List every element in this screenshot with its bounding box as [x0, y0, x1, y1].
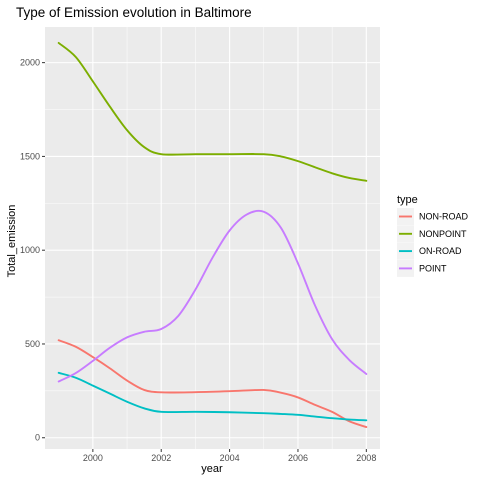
legend-label-nonpoint: NONPOINT [419, 229, 467, 239]
y-tick-label: 1000 [20, 245, 40, 255]
series-line-nonpoint [57, 41, 368, 182]
x-axis: 2000 2002 2004 2006 2008 [83, 449, 376, 463]
chart-title: Type of Emission evolution in Baltimore [16, 5, 252, 20]
y-tick-label: 0 [35, 433, 40, 443]
plot-panel [45, 27, 380, 449]
legend-title: type [397, 194, 418, 206]
x-tick-label: 2008 [356, 453, 376, 463]
y-axis: 0 500 1000 1500 2000 [20, 58, 45, 443]
x-axis-title: year [201, 463, 223, 475]
grid-major [45, 27, 380, 449]
x-tick-label: 2002 [151, 453, 171, 463]
grid-minor [45, 27, 380, 449]
x-tick-label: 2004 [220, 453, 240, 463]
y-tick-label: 2000 [20, 58, 40, 68]
legend: type NON-ROAD NONPOINT ON-ROAD POINT [397, 194, 468, 277]
legend-label-on-road: ON-ROAD [419, 246, 462, 256]
y-axis-title: Total_emission [6, 205, 18, 278]
legend-label-point: POINT [419, 263, 447, 273]
y-tick-label: 500 [25, 339, 40, 349]
series-layer [57, 41, 368, 429]
series-line-on-road [57, 371, 368, 422]
x-tick-label: 2000 [83, 453, 103, 463]
legend-label-non-road: NON-ROAD [419, 212, 468, 222]
series-line-non-road [57, 339, 368, 429]
x-tick-label: 2006 [288, 453, 308, 463]
y-tick-label: 1500 [20, 151, 40, 161]
series-line-point [57, 209, 368, 383]
